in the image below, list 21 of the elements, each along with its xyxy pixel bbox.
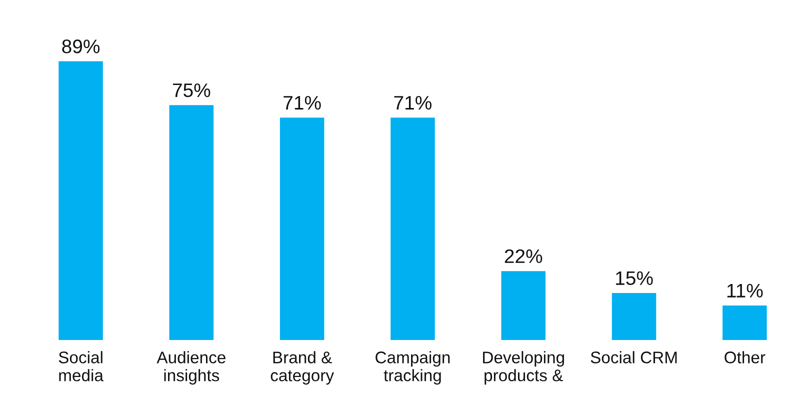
- data-label: 22%: [504, 249, 542, 264]
- bar: [280, 118, 324, 340]
- bar: [169, 105, 214, 340]
- data-label: 11%: [727, 284, 763, 298]
- x-tick-label: Developing products &: [483, 351, 564, 385]
- x-tick-label: Brand & category: [270, 351, 334, 385]
- bar: [501, 271, 546, 340]
- x-tick-label: Social media: [58, 351, 104, 382]
- data-label: 75%: [172, 83, 210, 98]
- data-label: 15%: [616, 271, 653, 286]
- bar: [390, 118, 435, 340]
- x-tick-label: Audience insights: [156, 351, 226, 385]
- data-label: 89%: [62, 40, 100, 54]
- bar: [58, 61, 103, 340]
- bar: [722, 306, 767, 340]
- x-tick-label: Other: [724, 351, 766, 364]
- data-label: 71%: [394, 96, 432, 110]
- x-tick-label: Social CRM: [590, 351, 677, 364]
- x-tick-label: Campaign tracking: [376, 351, 450, 385]
- bar: [612, 293, 656, 340]
- data-label: 71%: [284, 96, 321, 110]
